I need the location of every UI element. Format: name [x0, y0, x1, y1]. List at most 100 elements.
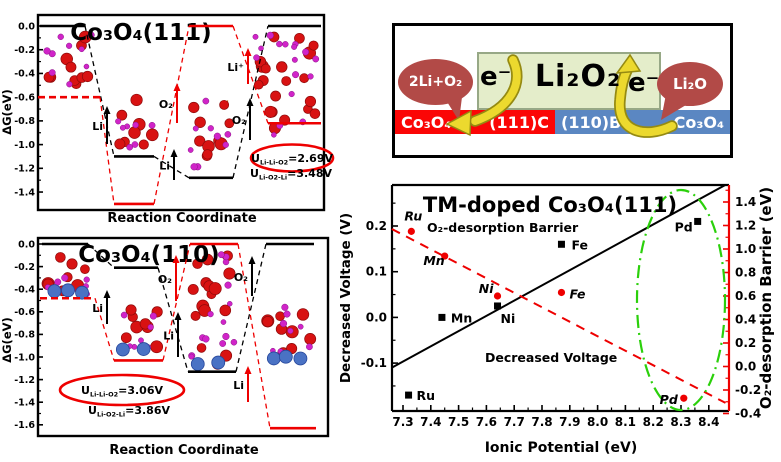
- level-connector: [84, 25, 115, 157]
- x-tick-label: 7.5: [448, 415, 469, 429]
- step-label: Li: [92, 120, 103, 133]
- x-tick-label: 7.4: [420, 415, 441, 429]
- left-axis-title: Decreased Voltage (V): [338, 213, 354, 383]
- co3o4-110-surface-bar: (110)B Co₃O₄: [555, 110, 730, 134]
- point-label-fe: Fe: [569, 286, 585, 301]
- voltage-annotation: ULi-Li-O2=3.06V: [81, 384, 163, 399]
- molecule-cluster: [114, 93, 159, 151]
- step-label: O₂: [232, 114, 246, 127]
- y-tick-label: -0.2: [14, 45, 35, 56]
- level-connector: [235, 243, 267, 372]
- right-axis-title: O₂-desorption Barrier (eV): [757, 187, 775, 409]
- level-connector: [153, 155, 190, 179]
- right-tick-label: 1.2: [735, 219, 756, 233]
- x-tick-label: 8.2: [643, 415, 664, 429]
- molecule-cluster: [115, 304, 164, 357]
- y-tick-label: -1.2: [14, 164, 35, 175]
- point-label-ni: Ni: [501, 311, 516, 326]
- electron-label-left: e⁻: [480, 62, 512, 92]
- y-tick-label: -0.4: [14, 285, 35, 296]
- step-arrow-icon: [170, 149, 178, 180]
- y-tick-label: -1.0: [14, 140, 35, 151]
- x-tick-label: 7.3: [392, 415, 413, 429]
- reactants-bubble: 2Li+O₂: [398, 59, 473, 105]
- level-connector: [162, 243, 191, 361]
- x-tick-label: 8.0: [587, 415, 608, 429]
- right-tick-label: 0.8: [735, 266, 756, 280]
- x-axis-title: Reaction Coordinate: [109, 443, 259, 458]
- level-connector: [153, 25, 190, 205]
- molecule-cluster: [41, 252, 90, 300]
- y-axis-title: ΔG(eV): [0, 317, 14, 363]
- level-connector: [157, 267, 189, 372]
- y-tick-label: -1.2: [14, 375, 35, 386]
- level-connector: [232, 25, 269, 178]
- level-connector: [94, 298, 115, 361]
- molecule-cluster: [252, 31, 321, 138]
- point-label-fe: Fe: [571, 237, 588, 252]
- left-tick-label: -0.1: [361, 356, 387, 370]
- co3o4-label-right: Co₃O₄: [673, 112, 724, 132]
- axes-box: [36, 13, 326, 212]
- point-label-mn: Mn: [423, 253, 444, 268]
- point-label-ru: Ru: [404, 208, 422, 223]
- x-tick-label: 7.6: [476, 415, 497, 429]
- data-point-pd: [694, 217, 702, 225]
- y-axis-title: ΔG(eV): [0, 89, 14, 135]
- data-point-fe: [557, 288, 566, 297]
- x-tick-label: 8.4: [698, 415, 719, 429]
- step-arrow-icon: [244, 366, 252, 402]
- step-label: O₂: [234, 271, 248, 284]
- level-connector: [87, 243, 115, 269]
- data-point-ru: [407, 227, 415, 235]
- co3o4-111-surface-bar: Co₃O₄ (111)C: [395, 110, 555, 134]
- data-point-mn: [438, 313, 446, 321]
- data-point-pd: [680, 394, 688, 402]
- panel-co3o4-111-energy-diagram: 0.0 -0.2 -0.4 -0.6 -0.8 -1.0 -1.2 -1.4 ΔG(eV) Co₃…: [0, 13, 335, 226]
- voltage-annotation-ellipse: [58, 373, 186, 407]
- left-tick-label: 0.2: [366, 219, 387, 233]
- pd-highlight-ellipse: [635, 188, 727, 412]
- x-tick-label: 8.1: [615, 415, 636, 429]
- chart-title: TM-doped Co₃O₄(111): [423, 193, 677, 217]
- y-tick-label: -0.2: [14, 262, 35, 273]
- data-point-ni: [493, 292, 502, 300]
- panel-co3o4-110-energy-diagram: 0.0 -0.2 -0.4 -0.6 -0.8 -1.0 -1.2 -1.4 -1.6 ΔG(eV…: [0, 236, 330, 458]
- y-tick-label: -1.0: [14, 352, 35, 363]
- series-label-voltage: Decreased Voltage: [485, 350, 617, 365]
- co3o4-label-left: Co₃O₄: [401, 112, 452, 132]
- step-label: Li: [233, 379, 244, 392]
- x-tick-label: 8.3: [670, 415, 691, 429]
- step-arrow-icon: [103, 290, 111, 324]
- molecule-cluster: [43, 30, 95, 89]
- y-tick-label: -0.8: [14, 330, 35, 341]
- panel-title: Co₃O₄(111): [70, 20, 211, 46]
- panel-title: Co₃O₄(110): [78, 242, 219, 268]
- panel-tm-doped-scatter: 7.3 7.4 7.5 7.6 7.7 7.8 7.9 8.0 8.1 8.2 8.3 8.4 0.2 0…: [338, 183, 775, 456]
- step-label: Li⁺: [227, 61, 244, 74]
- x-tick-label: 7.7: [504, 415, 525, 429]
- step-arrow-icon: [246, 98, 254, 140]
- panel-mechanism-schematic: Co₃O₄ (111)C (110)B Co₃O₄ 2Li+O₂ Li₂O e⁻…: [392, 23, 733, 158]
- right-tick-label: 0.2: [735, 336, 756, 350]
- step-arrow-icon: [248, 256, 256, 296]
- right-tick-label: -0.2: [735, 383, 761, 397]
- data-point-ni: [494, 302, 502, 310]
- data-point-fe: [557, 240, 565, 248]
- voltage-annotation: ULi-O2-Li=3.48V: [250, 167, 332, 182]
- step-arrow-icon: [173, 83, 181, 123]
- y-tick-label: -0.8: [14, 116, 35, 127]
- step-arrow-icon: [172, 255, 180, 301]
- point-label-ru: Ru: [417, 388, 436, 403]
- step-label: O₂: [158, 273, 172, 286]
- right-tick-label: 0.4: [735, 313, 756, 327]
- step-arrow-icon: [103, 106, 111, 144]
- x-axis-title: Ionic Potential (eV): [485, 440, 638, 456]
- y-tick-label: -1.6: [14, 420, 35, 431]
- x-tick-label: 7.9: [559, 415, 580, 429]
- voltage-annotation-ellipse: [249, 143, 335, 173]
- y-tick-label: -0.6: [14, 307, 35, 318]
- voltage-annotation: ULi-O2-Li=3.86V: [88, 404, 170, 419]
- product-bubble: Li₂O: [657, 62, 723, 106]
